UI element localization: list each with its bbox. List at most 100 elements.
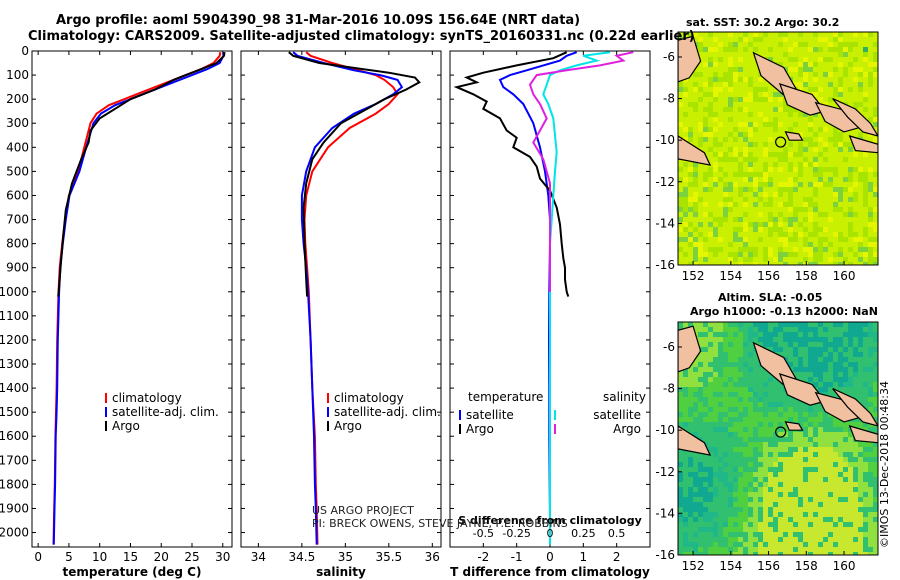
map-cell (863, 467, 868, 472)
map-cell (748, 492, 753, 497)
legend-title: salinity (603, 390, 646, 404)
map-cell (828, 547, 833, 552)
map-cell (753, 492, 758, 497)
map-cell (703, 352, 708, 357)
map-cell (763, 87, 768, 92)
map-cell (803, 497, 808, 502)
map-cell (823, 37, 828, 42)
map-cell (868, 387, 873, 392)
map-cell (863, 187, 868, 192)
map-cell (693, 397, 698, 402)
map-cell (793, 57, 798, 62)
map-cell (763, 452, 768, 457)
map-cell (683, 542, 688, 547)
map-cell (773, 342, 778, 347)
map-cell (748, 222, 753, 227)
legend-label: Argo (112, 419, 140, 433)
map-cell (803, 72, 808, 77)
map-cell (728, 102, 733, 107)
map-cell (838, 337, 843, 342)
map-cell (833, 437, 838, 442)
map-cell (703, 182, 708, 187)
map-cell (793, 337, 798, 342)
map-cell (728, 207, 733, 212)
map-cell (838, 142, 843, 147)
map-cell (853, 352, 858, 357)
map-cell (713, 62, 718, 67)
map-cell (793, 347, 798, 352)
map-cell (733, 402, 738, 407)
map-cell (778, 97, 783, 102)
map-cell (868, 217, 873, 222)
map-cell (748, 477, 753, 482)
map-cell (793, 152, 798, 157)
map-cell (793, 212, 798, 217)
map-cell (808, 482, 813, 487)
map-cell (703, 132, 708, 137)
map-cell (678, 217, 683, 222)
map-cell (688, 102, 693, 107)
map-cell (818, 367, 823, 372)
map-cell (848, 177, 853, 182)
map-cell (833, 477, 838, 482)
map-cell (813, 357, 818, 362)
map-cell (748, 442, 753, 447)
map-cell (823, 547, 828, 552)
map-cell (813, 87, 818, 92)
map-cell (818, 457, 823, 462)
map-cell (753, 482, 758, 487)
map-cell (728, 42, 733, 47)
map-cell (698, 47, 703, 52)
project-credit: US ARGO PROJECT PI: BRECK OWENS, STEVE J… (312, 504, 568, 530)
map-cell (813, 247, 818, 252)
map-cell (853, 522, 858, 527)
map-cell (813, 337, 818, 342)
map-cell (853, 102, 858, 107)
map-cell (848, 482, 853, 487)
map-cell (768, 462, 773, 467)
map-cell (758, 77, 763, 82)
map-cell (833, 137, 838, 142)
map-cell (753, 87, 758, 92)
x2-tick-label: 0.5 (608, 527, 626, 540)
map-cell (783, 152, 788, 157)
map-cell (803, 517, 808, 522)
map-cell (758, 337, 763, 342)
map-cell (758, 197, 763, 202)
map-cell (778, 202, 783, 207)
map-cell (748, 252, 753, 257)
map-cell (803, 62, 808, 67)
map-cell (723, 107, 728, 112)
map-cell (713, 377, 718, 382)
map-cell (753, 202, 758, 207)
map-cell (773, 127, 778, 132)
map-cell (703, 487, 708, 492)
map-cell (718, 467, 723, 472)
map-cell (808, 122, 813, 127)
map-cell (853, 422, 858, 427)
map-cell (768, 122, 773, 127)
map-cell (808, 142, 813, 147)
map-cell (678, 477, 683, 482)
map-cell (753, 442, 758, 447)
map-cell (758, 37, 763, 42)
map-cell (833, 342, 838, 347)
map-cell (788, 167, 793, 172)
map-cell (703, 202, 708, 207)
map-cell (768, 177, 773, 182)
map-cell (713, 342, 718, 347)
map-cell (803, 337, 808, 342)
map-cell (708, 172, 713, 177)
map-cell (678, 492, 683, 497)
map-cell (723, 452, 728, 457)
map-cell (838, 442, 843, 447)
map-cell (778, 407, 783, 412)
map-cell (823, 237, 828, 242)
map-cell (843, 502, 848, 507)
map-cell (788, 412, 793, 417)
map-cell (748, 152, 753, 157)
map-cell (788, 342, 793, 347)
map-cell (823, 497, 828, 502)
map-cell (863, 92, 868, 97)
map-cell (678, 122, 683, 127)
